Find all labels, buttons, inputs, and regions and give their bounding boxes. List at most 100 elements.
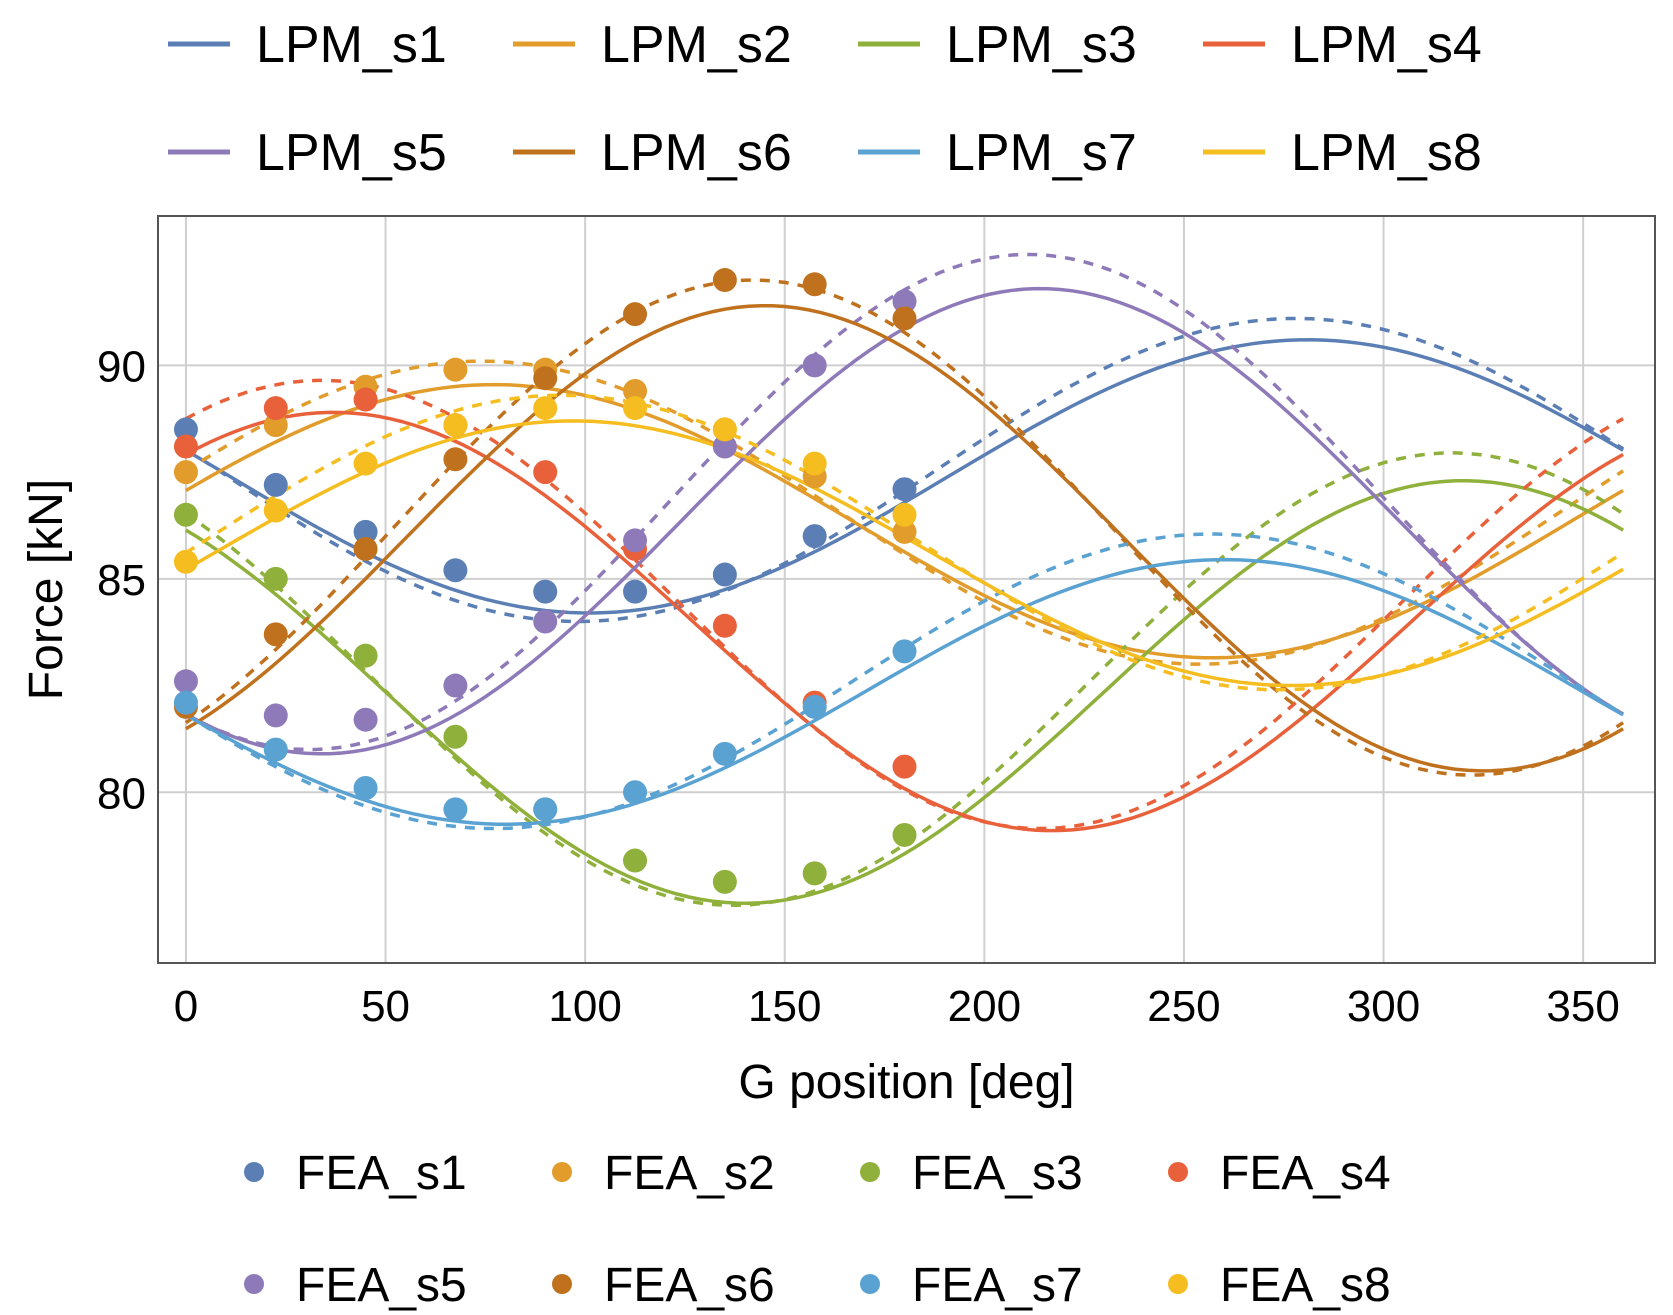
fea-point-s6 <box>623 302 648 327</box>
y-tick-label: 90 <box>97 342 146 391</box>
fea-point-s1 <box>802 524 827 549</box>
legend-dot-swatch <box>1168 1162 1188 1182</box>
fea-point-s5 <box>263 703 288 728</box>
plot-area <box>157 215 1656 964</box>
legend-label: FEA_s4 <box>1220 1147 1391 1200</box>
fea-point-s3 <box>443 724 468 749</box>
fea-point-s8 <box>263 498 288 523</box>
legend-label: LPM_s7 <box>946 124 1137 182</box>
legend-label: FEA_s1 <box>296 1147 467 1200</box>
fea-point-s5 <box>802 353 827 378</box>
fea-point-s3 <box>712 869 737 894</box>
fea-point-s2 <box>892 519 917 544</box>
fea-point-s1 <box>712 562 737 587</box>
legend-label: LPM_s6 <box>601 124 792 182</box>
fea-point-s7 <box>173 690 198 715</box>
fea-point-s6 <box>533 366 558 391</box>
legend-item-lpm-8: LPM_s8 <box>1203 124 1482 182</box>
y-axis-label: Force [kN] <box>20 479 73 700</box>
x-tick-labels: 0 50 100 150 200 250 300 350 <box>174 982 1620 1031</box>
fea-point-s4 <box>173 434 198 459</box>
fea-point-s3 <box>623 848 648 873</box>
legend-label: LPM_s2 <box>601 16 792 74</box>
legend-item-lpm-2: LPM_s2 <box>513 16 792 74</box>
legend-label: FEA_s6 <box>604 1259 775 1312</box>
legend-item-fea-4: FEA_s4 <box>1168 1147 1391 1200</box>
fea-point-s2 <box>173 460 198 485</box>
legend-label: FEA_s3 <box>912 1147 1083 1200</box>
lpm-line-s2 <box>185 382 1624 660</box>
legend-dot-swatch <box>552 1274 572 1294</box>
legend-item-lpm-7: LPM_s7 <box>858 124 1137 182</box>
fea-point-s7 <box>623 780 648 805</box>
x-tick-label: 250 <box>1147 982 1220 1031</box>
plot-frame <box>157 215 1656 964</box>
fea-point-s4 <box>353 387 378 412</box>
legend-item-fea-6: FEA_s6 <box>552 1259 775 1312</box>
x-tick-label: 0 <box>174 982 198 1031</box>
lpm-line-s7 <box>185 557 1624 827</box>
fea-point-s7 <box>802 694 827 719</box>
lpm-line-s1 <box>185 338 1624 615</box>
fea-point-s6 <box>263 622 288 647</box>
fea-point-s3 <box>173 502 198 527</box>
series-points <box>173 268 917 894</box>
fea-point-s5 <box>443 673 468 698</box>
fea-point-s2 <box>443 357 468 382</box>
fea-point-s8 <box>623 396 648 421</box>
legend-label: FEA_s7 <box>912 1259 1083 1312</box>
fea-point-s1 <box>353 519 378 544</box>
fea-point-s4 <box>263 396 288 421</box>
fea-point-s5 <box>623 528 648 553</box>
legend-item-fea-5: FEA_s5 <box>244 1259 467 1312</box>
legend-item-fea-7: FEA_s7 <box>860 1259 1083 1312</box>
legend-dot-swatch <box>860 1274 880 1294</box>
x-tick-label: 150 <box>748 982 821 1031</box>
legend-item-lpm-6: LPM_s6 <box>513 124 792 182</box>
x-axis-label: G position [deg] <box>738 1056 1074 1109</box>
fea-point-s5 <box>533 609 558 634</box>
legend-label: LPM_s5 <box>256 124 447 182</box>
fea-point-s5 <box>712 434 737 459</box>
x-tick-label: 350 <box>1546 982 1619 1031</box>
legend-item-lpm-4: LPM_s4 <box>1203 16 1482 74</box>
legend-label: LPM_s3 <box>946 16 1137 74</box>
fea-point-s3 <box>892 822 917 847</box>
fea-fit-line-s4 <box>185 378 1624 831</box>
fea-point-s2 <box>263 413 288 438</box>
fea-point-s5 <box>173 669 198 694</box>
fea-point-s6 <box>892 306 917 331</box>
fea-point-s1 <box>533 579 558 604</box>
fea-point-s8 <box>712 417 737 442</box>
fea-point-s7 <box>263 737 288 762</box>
legend-item-lpm-1: LPM_s1 <box>168 16 447 74</box>
x-tick-label: 100 <box>548 982 621 1031</box>
legend-label: FEA_s2 <box>604 1147 775 1200</box>
legend-label: LPM_s8 <box>1291 124 1482 182</box>
fea-point-s6 <box>712 268 737 293</box>
legend-label: LPM_s1 <box>256 16 447 74</box>
lpm-line-s4 <box>185 410 1624 833</box>
fea-point-s8 <box>533 396 558 421</box>
series-lines <box>184 252 1625 908</box>
fea-point-s3 <box>802 861 827 886</box>
fea-point-s8 <box>802 451 827 476</box>
legend-bottom: FEA_s1 FEA_s2 FEA_s3 FEA_s4 FEA_s5 FEA_s6 FEA_… <box>244 1147 1391 1312</box>
legend-label: LPM_s4 <box>1291 16 1482 74</box>
y-tick-label: 80 <box>97 769 146 818</box>
fea-point-s6 <box>353 536 378 561</box>
fea-point-s8 <box>892 502 917 527</box>
fea-fit-line-s6 <box>184 278 1625 777</box>
fea-point-s7 <box>892 639 917 664</box>
fea-point-s1 <box>892 477 917 502</box>
fea-point-s7 <box>443 797 468 822</box>
legend-item-lpm-5: LPM_s5 <box>168 124 447 182</box>
legend-dot-swatch <box>860 1162 880 1182</box>
legend-label: FEA_s5 <box>296 1259 467 1312</box>
legend-item-fea-3: FEA_s3 <box>860 1147 1083 1200</box>
lpm-line-s6 <box>184 303 1624 773</box>
fea-point-s4 <box>533 460 558 485</box>
fea-point-s5 <box>892 289 917 314</box>
grid <box>158 216 1655 963</box>
